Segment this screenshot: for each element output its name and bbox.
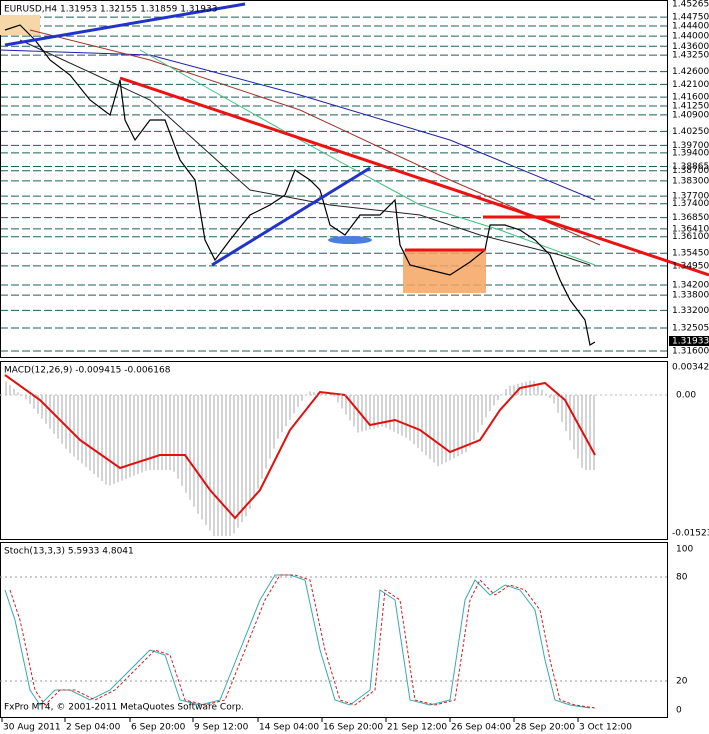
chart-title: EURUSD,H4 1.31953 1.32155 1.31859 1.3193… bbox=[4, 5, 217, 15]
time-label: 2 Sep 04:00 bbox=[66, 723, 121, 733]
histogram-bars bbox=[5, 380, 595, 536]
price-label: 1.41600 bbox=[672, 93, 709, 103]
stoch-signal bbox=[9, 574, 596, 709]
price-label: 1.37700 bbox=[672, 192, 709, 202]
time-label: 6 Sep 20:00 bbox=[131, 723, 186, 733]
stoch-frame bbox=[0, 542, 668, 718]
price-label: 1.33800 bbox=[672, 291, 709, 301]
scale-label: 20 bbox=[676, 677, 688, 687]
price-label: 1.43600 bbox=[672, 42, 709, 52]
price-label: 1.45265 bbox=[672, 0, 709, 10]
highlight bbox=[328, 236, 372, 244]
macd-histogram bbox=[5, 380, 595, 536]
time-axis: 30 Aug 2011 2 Sep 04:00 6 Sep 20:00 9 Sep 1… bbox=[1, 718, 632, 733]
price-label: 1.32505 bbox=[672, 324, 709, 334]
time-label: 16 Sep 20:00 bbox=[323, 723, 383, 733]
current-price: 1.31933 bbox=[672, 337, 709, 347]
ma-mid bbox=[29, 29, 601, 246]
scale-label: 0.00 bbox=[676, 391, 696, 401]
price-label: 1.42100 bbox=[672, 80, 709, 90]
time-label: 14 Sep 04:00 bbox=[259, 723, 319, 733]
time-label: 21 Sep 12:00 bbox=[387, 723, 447, 733]
price-label: 1.35450 bbox=[672, 249, 709, 259]
price-label: 1.39700 bbox=[672, 141, 709, 151]
price-label: 1.38865 bbox=[672, 162, 709, 172]
time-label: 30 Aug 2011 bbox=[3, 723, 61, 733]
scale-label: 0 bbox=[676, 706, 682, 716]
scale-label: 0.003421 bbox=[672, 363, 709, 373]
time-label: 26 Sep 04:00 bbox=[451, 723, 511, 733]
scale-label: 80 bbox=[676, 573, 688, 583]
stoch-main bbox=[4, 574, 591, 709]
price-label: 1.31600 bbox=[672, 347, 709, 357]
price-label: 1.43250 bbox=[672, 51, 709, 61]
main-frame bbox=[0, 0, 668, 358]
price-label: 1.38700 bbox=[672, 166, 709, 176]
price-label: 1.36850 bbox=[672, 213, 709, 223]
price-line bbox=[4, 24, 596, 346]
copyright: FxPro MT4, © 2001-2011 MetaQuotes Softwa… bbox=[4, 703, 244, 713]
price-label: 1.34950 bbox=[672, 261, 709, 271]
macd-signal bbox=[4, 374, 596, 520]
price-label: 1.38300 bbox=[672, 176, 709, 186]
price-label: 1.44000 bbox=[672, 32, 709, 42]
price-label: 1.40900 bbox=[672, 110, 709, 120]
range-box bbox=[403, 250, 486, 293]
price-grid bbox=[0, 16, 668, 352]
price-label: 1.33200 bbox=[672, 306, 709, 316]
price-label: 1.40250 bbox=[672, 127, 709, 137]
price-tag bbox=[669, 336, 709, 346]
price-label: 1.41250 bbox=[672, 101, 709, 111]
price-label: 1.44750 bbox=[672, 13, 709, 23]
ma-slow bbox=[0, 49, 596, 201]
time-label: 9 Sep 12:00 bbox=[194, 723, 249, 733]
price-label: 1.42600 bbox=[672, 67, 709, 77]
trendline bbox=[4, 2, 246, 47]
price-label: 1.34200 bbox=[672, 280, 709, 290]
price-label: 1.39400 bbox=[672, 148, 709, 158]
price-label: 1.44400 bbox=[672, 21, 709, 31]
price-label: 1.36100 bbox=[672, 232, 709, 242]
time-label: 28 Sep 20:00 bbox=[515, 723, 575, 733]
scale-label: 100 bbox=[676, 545, 693, 555]
stoch-title: Stoch(13,3,3) 5.5933 4.8041 bbox=[4, 547, 134, 557]
price-label: 1.37400 bbox=[672, 199, 709, 209]
trendline bbox=[211, 166, 371, 267]
macd-title: MACD(12,26,9) -0.009415 -0.006168 bbox=[4, 366, 171, 376]
scale-label: -0.015233 bbox=[672, 529, 709, 539]
price-label: 1.36410 bbox=[672, 224, 709, 234]
macd-frame bbox=[0, 361, 668, 540]
time-label: 3 Oct 12:00 bbox=[579, 723, 632, 733]
trendline bbox=[119, 76, 709, 277]
